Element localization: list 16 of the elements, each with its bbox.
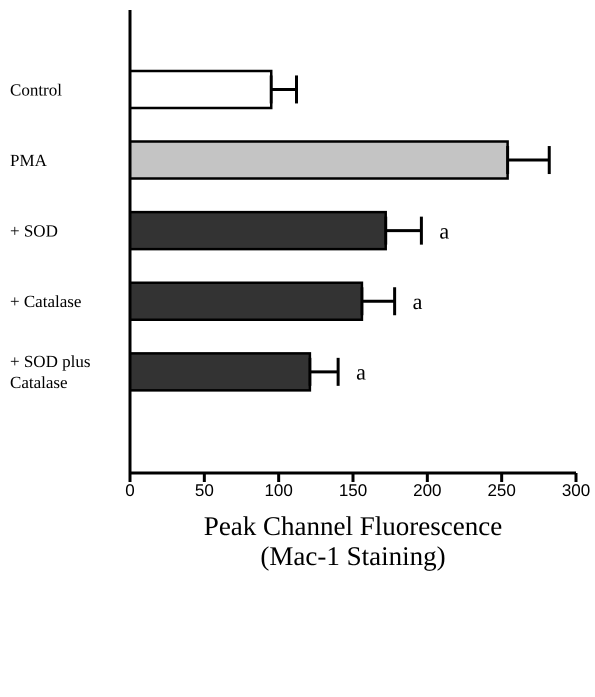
- x-tick-label: 50: [194, 481, 214, 500]
- y-tick-label: Control: [10, 80, 62, 99]
- x-tick-label: 100: [264, 481, 293, 500]
- x-tick-label: 150: [338, 481, 368, 500]
- annotation: a: [439, 218, 450, 244]
- y-tick-label: + SOD: [10, 221, 58, 240]
- annotation: a: [412, 288, 423, 314]
- x-axis-title: Peak Channel Fluorescence (Mac-1 Staining): [204, 511, 502, 571]
- annotation: a: [356, 360, 366, 385]
- x-tick-label: 300: [562, 481, 590, 500]
- x-tick-label: 200: [413, 481, 442, 500]
- x-tick-label: 250: [487, 481, 516, 500]
- y-tick-label: + Catalase: [10, 292, 82, 311]
- y-tick-label: + SOD plus Catalase: [10, 352, 90, 392]
- y-tick-label: PMA: [10, 150, 48, 170]
- x-tick-label: 0: [125, 481, 135, 500]
